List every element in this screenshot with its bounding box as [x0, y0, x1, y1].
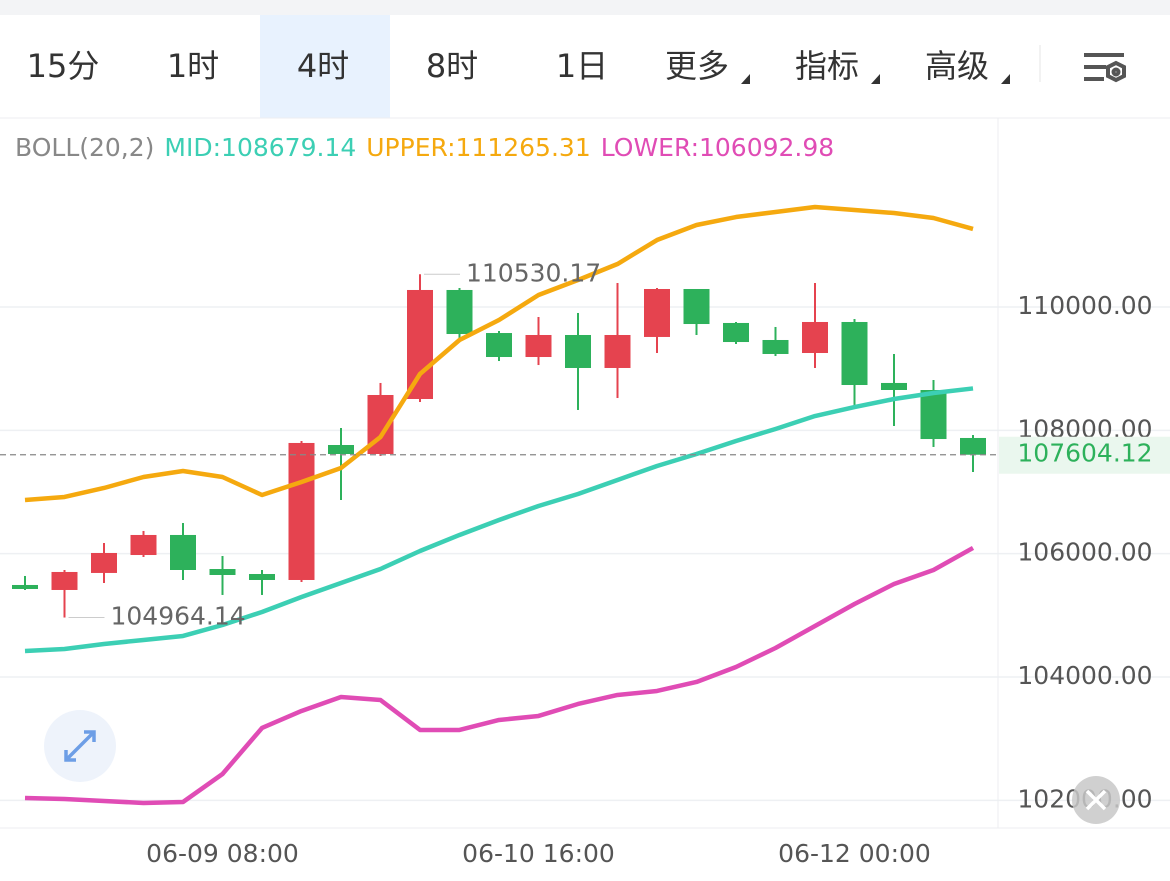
- dropdown-triangle: [1001, 74, 1010, 84]
- high-label: 110530.17: [466, 258, 601, 287]
- low-label: 104964.14: [111, 602, 246, 631]
- candle-body: [328, 445, 354, 455]
- candle-body: [91, 552, 117, 573]
- candle-body: [723, 322, 749, 343]
- expand-button[interactable]: [44, 710, 116, 782]
- band-line: [24, 204, 974, 503]
- candle-body: [841, 321, 868, 386]
- settings-icon[interactable]: [1084, 53, 1126, 83]
- candle-body: [960, 437, 986, 455]
- legend-value: 108679.14: [221, 133, 356, 162]
- x-tick-label: 06-10 16:00: [462, 839, 615, 868]
- tab[interactable]: 8时: [426, 47, 478, 85]
- dropdown-triangle: [871, 74, 880, 84]
- y-tick-label: 104000.00: [1017, 661, 1152, 690]
- band-line: [24, 386, 974, 654]
- tab[interactable]: 指标: [795, 47, 859, 85]
- candle-body: [920, 390, 947, 440]
- tab[interactable]: 4时: [297, 47, 349, 85]
- legend: BOLL(20,2) MID:108679.14 UPPER:111265.31 LO…: [15, 133, 834, 162]
- selected-tab-bg: [260, 15, 390, 118]
- tab[interactable]: 1日: [556, 47, 608, 85]
- y-tick-label: 110000.00: [1017, 291, 1152, 320]
- chart: 102000.00104000.00106000.00108000.001100…: [0, 133, 1170, 868]
- legend-name: MID:: [164, 133, 221, 162]
- current-price-badge: [999, 436, 1170, 474]
- candle-body: [130, 534, 157, 556]
- candle-body: [288, 442, 315, 580]
- legend-value: 106092.98: [699, 133, 834, 162]
- tab-bar: 15分 1时 4时 8时 1日 更多 指标 高级: [27, 15, 1010, 118]
- tab[interactable]: 1时: [167, 47, 219, 85]
- indicator-label: BOLL(20,2): [15, 133, 154, 162]
- close-button[interactable]: [1072, 776, 1120, 824]
- candle-body: [802, 321, 828, 354]
- candle-body: [486, 333, 512, 358]
- candle-body: [170, 534, 196, 570]
- candle-body: [407, 289, 433, 400]
- candle-body: [644, 288, 670, 337]
- y-tick-label: 106000.00: [1017, 538, 1152, 567]
- tab[interactable]: 高级: [925, 47, 989, 85]
- tab[interactable]: 更多: [665, 47, 729, 85]
- band-line: [24, 545, 975, 806]
- legend-name: UPPER:: [366, 133, 455, 162]
- x-tick-label: 06-09 08:00: [146, 839, 299, 868]
- candle-body: [209, 569, 236, 575]
- candle-body: [683, 288, 710, 325]
- status-strip: [0, 0, 1170, 15]
- x-tick-label: 06-12 00:00: [778, 839, 931, 868]
- tab[interactable]: 15分: [27, 47, 100, 85]
- candle-body: [762, 339, 789, 354]
- candle-body: [446, 289, 473, 335]
- candle-body: [51, 571, 78, 590]
- legend-name: LOWER:: [601, 133, 699, 162]
- candle-body: [525, 334, 552, 358]
- candle-body: [12, 584, 38, 589]
- legend-value: 111265.31: [456, 133, 591, 162]
- dropdown-triangle: [741, 74, 750, 84]
- candle-body: [249, 574, 275, 580]
- candle-body: [881, 382, 907, 391]
- candle-body: [565, 334, 591, 368]
- current-price-label: 107604.12: [1017, 439, 1152, 468]
- candle-body: [604, 334, 631, 368]
